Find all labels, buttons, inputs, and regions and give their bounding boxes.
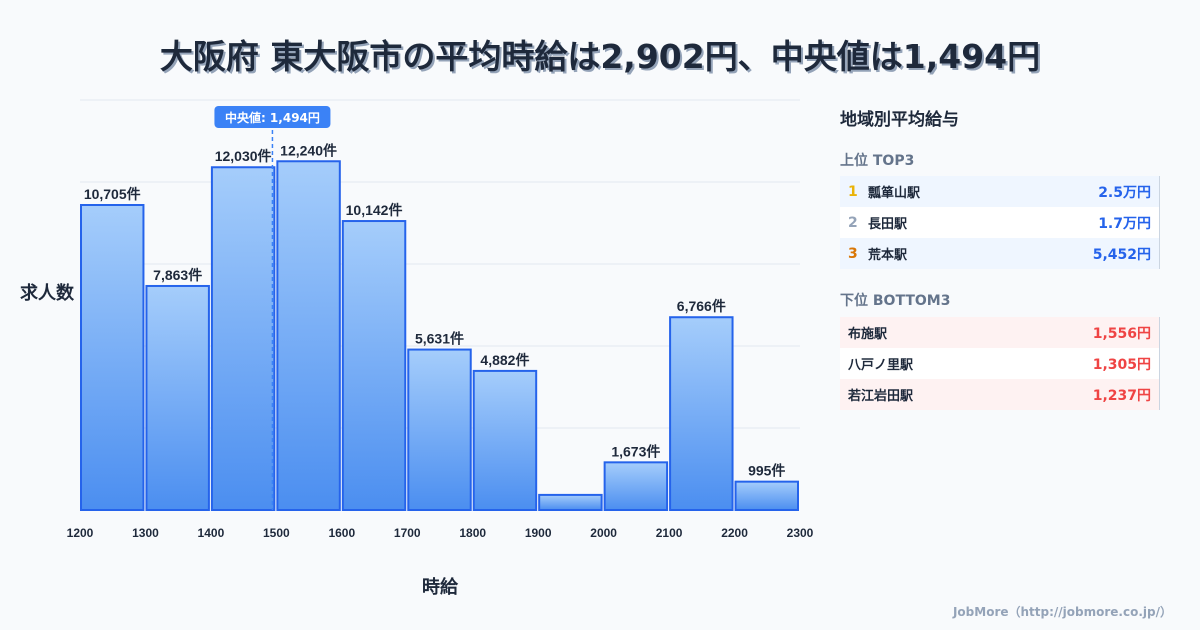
x-tick-label: 1700 bbox=[394, 526, 421, 540]
top-row: 3 荒本駅 5,452円 bbox=[840, 238, 1160, 269]
station: 瓢箪山駅 bbox=[868, 186, 921, 201]
x-tick-label: 2100 bbox=[656, 526, 683, 540]
x-tick-label: 1800 bbox=[459, 526, 486, 540]
bar bbox=[80, 204, 145, 511]
rank: 3 bbox=[848, 245, 858, 262]
top-label: 上位 TOP3 bbox=[840, 153, 915, 169]
x-tick-label: 2200 bbox=[721, 526, 748, 540]
bar bbox=[734, 480, 800, 511]
bar-label: 4,882件 bbox=[480, 352, 529, 368]
x-tick-label: 1900 bbox=[525, 526, 552, 540]
station: 若江岩田駅 bbox=[848, 389, 914, 404]
bar bbox=[603, 461, 669, 511]
x-tick-label: 2000 bbox=[590, 526, 617, 540]
chart-title: 大阪府 東大阪市の平均時給は2,902円、中央値は1,494円 bbox=[159, 37, 1041, 76]
x-axis-label: 時給 bbox=[422, 576, 459, 598]
median-badge bbox=[214, 106, 331, 128]
bar bbox=[472, 369, 538, 511]
bar bbox=[145, 284, 210, 511]
bottom-row: 八戸ノ里駅 1,305円 bbox=[840, 348, 1160, 379]
bar-label: 7,863件 bbox=[153, 267, 202, 283]
bar-label: 995件 bbox=[748, 463, 785, 479]
bar bbox=[210, 166, 276, 511]
bar-label: 10,142件 bbox=[346, 202, 403, 218]
bar-label: 12,240件 bbox=[280, 142, 337, 158]
side-title: 地域別平均給与 bbox=[840, 110, 959, 130]
station: 荒本駅 bbox=[868, 248, 908, 263]
value: 1,305円 bbox=[1092, 356, 1151, 373]
footer-credit: JobMore（http://jobmore.co.jp/） bbox=[952, 605, 1172, 619]
histogram: 10,705件 7,863件 12,030件 12,240件 10,142件 5,631件… bbox=[20, 99, 814, 598]
bar bbox=[669, 316, 734, 512]
x-tick-label: 1600 bbox=[328, 526, 355, 540]
top-row: 2 長田駅 1.7万円 bbox=[840, 207, 1160, 238]
median-label: 中央値: 1,494円 bbox=[225, 110, 320, 125]
x-tick-label: 1400 bbox=[198, 526, 225, 540]
x-tick-label: 1500 bbox=[263, 526, 290, 540]
rank: 2 bbox=[848, 214, 858, 231]
value: 5,452円 bbox=[1092, 246, 1151, 263]
bar-label: 12,030件 bbox=[215, 148, 272, 164]
bar bbox=[407, 348, 472, 511]
bar-label: 6,766件 bbox=[677, 298, 726, 314]
bottom-label: 下位 BOTTOM3 bbox=[840, 293, 951, 309]
value: 1,556円 bbox=[1092, 325, 1151, 342]
top-row: 1 瓢箪山駅 2.5万円 bbox=[840, 176, 1160, 207]
bar bbox=[276, 160, 341, 511]
value: 2.5万円 bbox=[1098, 184, 1151, 201]
x-tick-label: 1200 bbox=[67, 526, 94, 540]
bottom-row: 布施駅 1,556円 bbox=[840, 317, 1160, 348]
bottom-row: 若江岩田駅 1,237円 bbox=[840, 379, 1160, 410]
bar bbox=[538, 493, 603, 511]
rank: 1 bbox=[848, 183, 858, 200]
bar-label: 1,673件 bbox=[611, 443, 660, 459]
station: 長田駅 bbox=[868, 217, 908, 232]
bar-label: 5,631件 bbox=[415, 331, 464, 347]
x-tick-label: 2300 bbox=[787, 526, 814, 540]
bar bbox=[341, 220, 407, 511]
station: 布施駅 bbox=[848, 327, 888, 342]
x-tick-label: 1300 bbox=[132, 526, 159, 540]
bottom-list: 布施駅 1,556円 八戸ノ里駅 1,305円 若江岩田駅 1,237円 bbox=[840, 317, 1160, 410]
value: 1.7万円 bbox=[1098, 215, 1151, 232]
top-list: 1 瓢箪山駅 2.5万円 2 長田駅 1.7万円 3 荒本駅 5,452円 bbox=[840, 176, 1160, 269]
value: 1,237円 bbox=[1092, 387, 1151, 404]
y-axis-label: 求人数 bbox=[20, 282, 75, 304]
bar-label: 10,705件 bbox=[84, 186, 141, 202]
station: 八戸ノ里駅 bbox=[848, 358, 914, 373]
